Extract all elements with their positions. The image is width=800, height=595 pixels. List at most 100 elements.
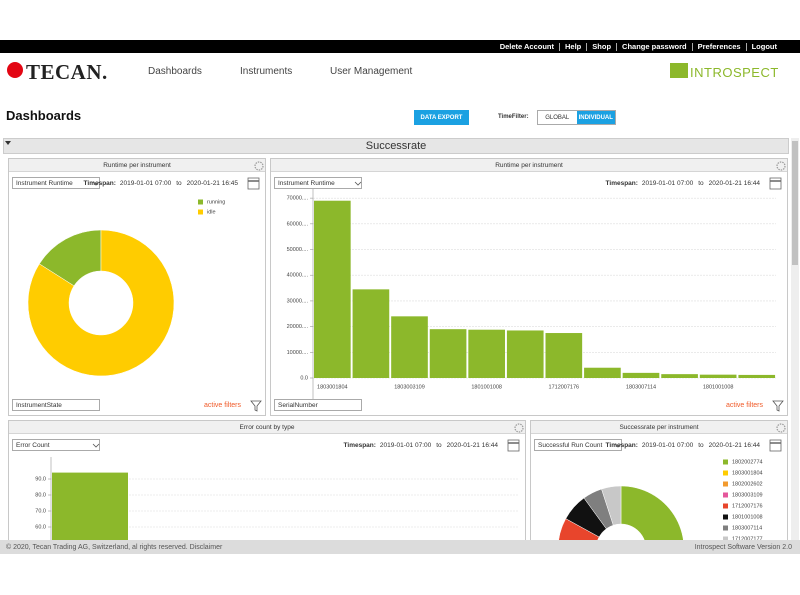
settings-icon[interactable] <box>254 161 264 171</box>
y-tick-label: 0.0 <box>300 375 308 381</box>
y-tick-label: 90.0 <box>35 476 46 482</box>
top-link[interactable]: Help <box>559 42 586 51</box>
panel-icons <box>514 423 524 433</box>
settings-icon[interactable] <box>776 161 786 171</box>
top-bar: Delete Account Help Shop Change password Pre… <box>0 40 800 53</box>
y-tick-label: 40000.... <box>287 273 309 279</box>
settings-icon[interactable] <box>776 423 786 433</box>
panel-icons <box>776 161 786 171</box>
widget-panel: 0.0 10000.... 20000.... 30000.... 40000.... 5… <box>270 158 788 416</box>
y-tick-label: 30000.... <box>287 298 309 304</box>
timespan-from: 2019-01-01 07:00 <box>379 442 432 449</box>
active-filters[interactable]: active filters <box>726 402 763 409</box>
legend-label: 1803007114 <box>732 525 762 531</box>
scroll-thumb[interactable] <box>792 141 798 265</box>
y-tick-label: 60000.... <box>287 221 309 227</box>
legend-swatch <box>723 514 728 520</box>
dropdown[interactable]: InstrumentState <box>12 399 100 411</box>
top-link[interactable]: Preferences <box>691 42 746 51</box>
legend-label: 1802002602 <box>732 481 763 487</box>
dropdown[interactable]: SerialNumber <box>274 399 362 411</box>
chart: 0.0 10000.... 20000.... 30000.... 40000.... 5… <box>287 187 776 408</box>
panel-title: Runtime per instrument <box>271 159 787 172</box>
legend-label: idle <box>207 209 216 215</box>
top-link[interactable]: Shop <box>586 42 616 51</box>
bar <box>545 333 583 378</box>
nav-item[interactable]: Dashboards <box>148 66 202 77</box>
panel-title: Runtime per instrument <box>9 159 265 172</box>
nav-item[interactable]: User Management <box>330 66 413 77</box>
y-tick-label: 80.0 <box>35 492 46 498</box>
export-button[interactable]: DATA EXPORT <box>414 110 469 125</box>
footer: © 2020, Tecan Trading AG, Switzerland, a… <box>0 540 800 554</box>
legend-label: 1802002774 <box>732 459 763 465</box>
pie-slice <box>620 485 684 540</box>
y-tick-label: 50000.... <box>287 247 309 253</box>
bar <box>506 330 544 378</box>
panel-title: Error count by type <box>9 421 525 434</box>
legend-swatch <box>723 459 728 465</box>
nav-item[interactable]: Instruments <box>240 66 293 77</box>
footer-version: Introspect Software Version 2.0 <box>694 543 792 551</box>
legend-swatch <box>198 209 203 215</box>
top-link[interactable]: Change password <box>616 42 692 51</box>
y-tick-label: 70000.... <box>287 196 309 202</box>
dropdown[interactable]: Error Count <box>12 439 100 451</box>
timespan: Timespan: 2019-01-01 07:00 to 2020-01-21 16… <box>606 442 765 449</box>
bar <box>429 329 467 378</box>
timespan-from: 2019-01-01 07:00 <box>641 442 694 449</box>
pie-slice <box>27 229 175 377</box>
legend-swatch <box>723 470 728 476</box>
y-tick-label: 60.0 <box>35 524 46 530</box>
bar <box>661 374 698 378</box>
y-tick-label: 70.0 <box>35 508 46 514</box>
scrollbar[interactable] <box>791 138 799 540</box>
timespan-to: 2020-01-21 16:44 <box>708 442 760 449</box>
time-filter-option[interactable]: GLOBAL <box>545 114 570 121</box>
dropdown[interactable]: Instrument Runtime <box>12 177 100 189</box>
legend-label: 1801001008 <box>732 514 763 520</box>
pie-slice <box>601 485 622 526</box>
timespan-to: 2020-01-21 16:44 <box>708 180 760 187</box>
logo[interactable]: TECAN. <box>26 60 108 84</box>
x-tick-label: 1803007114 <box>626 384 656 390</box>
timespan-label: Timespan: <box>605 180 638 187</box>
timespan: Timespan: 2019-01-01 07:00 to 2020-01-21 16… <box>344 442 503 449</box>
top-link[interactable]: Logout <box>745 42 782 51</box>
top-link[interactable]: Delete Account <box>499 41 555 51</box>
timespan-to-label: to <box>698 442 704 449</box>
dropdown[interactable]: Instrument Runtime <box>274 177 362 189</box>
chart: running idle <box>27 199 225 377</box>
x-tick-label: 1803003109 <box>394 384 425 390</box>
x-tick-label: 1801001008 <box>703 384 734 390</box>
timespan-to-label: to <box>436 442 442 449</box>
widget-panel: 1802002774 1803001804 1802002602 1803003109… <box>530 420 788 540</box>
timespan-to-label: to <box>176 180 182 187</box>
bar <box>622 372 660 378</box>
dropdown[interactable]: Successful Run Count <box>534 439 622 451</box>
active-filters[interactable]: active filters <box>204 402 241 409</box>
brand: INTROSPECT <box>690 65 779 80</box>
time-filter-option[interactable]: INDIVIDUAL <box>576 111 615 124</box>
x-tick-label: 1803001804 <box>317 384 348 390</box>
legend-label: 1712007176 <box>732 503 763 509</box>
legend-label: 1803003109 <box>732 492 763 498</box>
collapse-icon[interactable] <box>5 141 11 145</box>
timespan: Timespan: 2019-01-01 07:00 to 2020-01-21 16… <box>606 180 765 187</box>
section-header[interactable]: Successrate <box>3 138 789 154</box>
timespan-label: Timespan: <box>605 442 638 449</box>
panel-title: Successrate per instrument <box>531 421 787 434</box>
page-title: Dashboards <box>6 108 82 123</box>
legend-label: running <box>207 199 225 205</box>
timespan-to: 2020-01-21 16:45 <box>186 180 238 187</box>
timespan-label: Timespan: <box>343 442 376 449</box>
bar <box>314 200 351 378</box>
timespan-from: 2019-01-01 07:00 <box>641 180 694 187</box>
settings-icon[interactable] <box>514 423 524 433</box>
y-tick-label: 10000.... <box>287 350 309 356</box>
panel-icons <box>776 423 786 433</box>
time-filter-label: TimeFilter: <box>498 114 529 120</box>
logo-mark <box>7 62 23 78</box>
bar <box>352 289 390 378</box>
